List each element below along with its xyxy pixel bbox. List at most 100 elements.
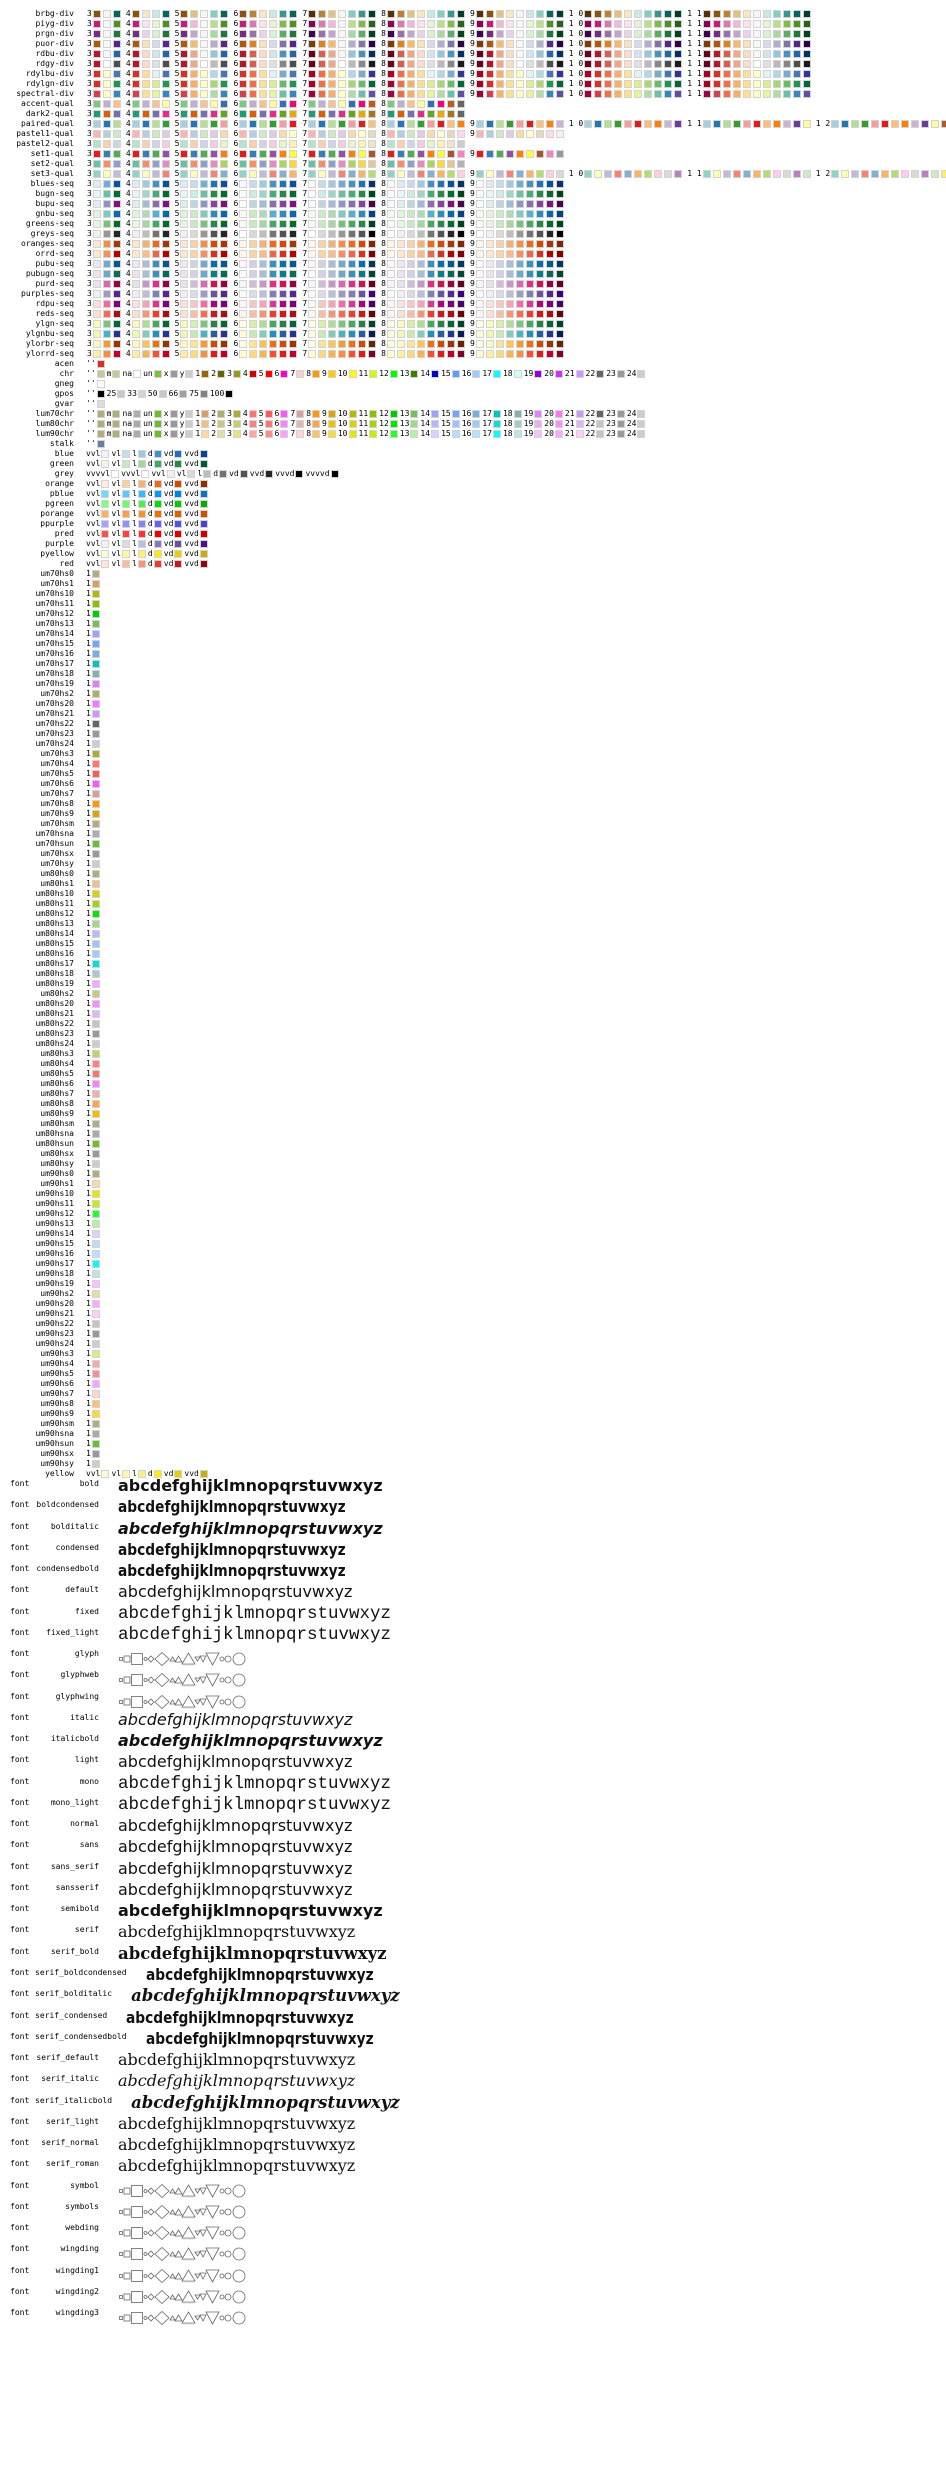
- color-swatch[interactable]: [406, 350, 415, 358]
- color-swatch[interactable]: [752, 50, 761, 58]
- color-swatch[interactable]: [200, 110, 209, 118]
- color-swatch[interactable]: [732, 120, 741, 128]
- color-swatch[interactable]: [161, 120, 170, 128]
- color-swatch[interactable]: [161, 230, 170, 238]
- color-swatch[interactable]: [594, 40, 603, 48]
- color-swatch[interactable]: [348, 280, 357, 288]
- color-swatch[interactable]: [515, 60, 524, 68]
- color-swatch[interactable]: [472, 430, 481, 438]
- color-swatch[interactable]: [210, 250, 219, 258]
- color-swatch[interactable]: [369, 410, 378, 418]
- color-swatch[interactable]: [249, 120, 258, 128]
- color-swatch[interactable]: [406, 260, 415, 268]
- color-swatch[interactable]: [151, 90, 160, 98]
- color-swatch[interactable]: [535, 350, 544, 358]
- color-swatch[interactable]: [545, 290, 554, 298]
- color-swatch[interactable]: [232, 420, 241, 428]
- color-swatch[interactable]: [436, 20, 445, 28]
- color-swatch[interactable]: [396, 220, 405, 228]
- color-swatch[interactable]: [308, 260, 317, 268]
- color-swatch[interactable]: [328, 80, 337, 88]
- color-swatch[interactable]: [102, 160, 111, 168]
- color-swatch[interactable]: [91, 730, 100, 738]
- color-swatch[interactable]: [101, 510, 110, 518]
- color-swatch[interactable]: [722, 40, 731, 48]
- color-swatch[interactable]: [475, 90, 484, 98]
- color-swatch[interactable]: [792, 170, 801, 178]
- color-swatch[interactable]: [249, 210, 258, 218]
- color-swatch[interactable]: [348, 40, 357, 48]
- color-swatch[interactable]: [396, 230, 405, 238]
- color-swatch[interactable]: [318, 170, 327, 178]
- color-swatch[interactable]: [269, 300, 278, 308]
- color-swatch[interactable]: [190, 330, 199, 338]
- color-swatch[interactable]: [485, 320, 494, 328]
- color-swatch[interactable]: [386, 240, 395, 248]
- color-swatch[interactable]: [451, 420, 460, 428]
- color-swatch[interactable]: [545, 310, 554, 318]
- color-swatch[interactable]: [239, 170, 248, 178]
- color-swatch[interactable]: [792, 50, 801, 58]
- color-swatch[interactable]: [485, 70, 494, 78]
- color-swatch[interactable]: [141, 230, 150, 238]
- color-swatch[interactable]: [131, 310, 140, 318]
- color-swatch[interactable]: [772, 70, 781, 78]
- color-swatch[interactable]: [96, 420, 105, 428]
- color-swatch[interactable]: [112, 80, 121, 88]
- color-swatch[interactable]: [386, 340, 395, 348]
- color-swatch[interactable]: [772, 170, 781, 178]
- color-swatch[interactable]: [446, 120, 455, 128]
- color-swatch[interactable]: [92, 70, 101, 78]
- color-swatch[interactable]: [190, 320, 199, 328]
- color-swatch[interactable]: [220, 60, 229, 68]
- color-swatch[interactable]: [426, 40, 435, 48]
- color-swatch[interactable]: [416, 180, 425, 188]
- color-swatch[interactable]: [416, 60, 425, 68]
- color-swatch[interactable]: [102, 270, 111, 278]
- color-swatch[interactable]: [732, 40, 741, 48]
- color-swatch[interactable]: [792, 40, 801, 48]
- color-swatch[interactable]: [91, 1150, 100, 1158]
- color-swatch[interactable]: [386, 350, 395, 358]
- color-swatch[interactable]: [239, 190, 248, 198]
- color-swatch[interactable]: [259, 260, 268, 268]
- color-swatch[interactable]: [525, 220, 534, 228]
- color-swatch[interactable]: [279, 150, 288, 158]
- color-swatch[interactable]: [545, 130, 554, 138]
- color-swatch[interactable]: [289, 170, 298, 178]
- color-swatch[interactable]: [338, 130, 347, 138]
- color-swatch[interactable]: [249, 330, 258, 338]
- color-swatch[interactable]: [772, 50, 781, 58]
- color-swatch[interactable]: [269, 270, 278, 278]
- color-swatch[interactable]: [190, 120, 199, 128]
- color-swatch[interactable]: [436, 240, 445, 248]
- color-swatch[interactable]: [161, 130, 170, 138]
- color-swatch[interactable]: [732, 80, 741, 88]
- color-swatch[interactable]: [742, 120, 751, 128]
- color-swatch[interactable]: [289, 130, 298, 138]
- color-swatch[interactable]: [554, 410, 563, 418]
- color-swatch[interactable]: [239, 180, 248, 188]
- color-swatch[interactable]: [634, 90, 643, 98]
- color-swatch[interactable]: [535, 130, 544, 138]
- color-swatch[interactable]: [96, 380, 105, 388]
- color-swatch[interactable]: [239, 150, 248, 158]
- color-swatch[interactable]: [131, 250, 140, 258]
- color-swatch[interactable]: [492, 370, 501, 378]
- color-swatch[interactable]: [153, 520, 162, 528]
- color-swatch[interactable]: [348, 180, 357, 188]
- color-swatch[interactable]: [495, 330, 504, 338]
- color-swatch[interactable]: [492, 430, 501, 438]
- color-swatch[interactable]: [475, 300, 484, 308]
- color-swatch[interactable]: [328, 30, 337, 38]
- color-swatch[interactable]: [338, 70, 347, 78]
- color-swatch[interactable]: [239, 320, 248, 328]
- color-swatch[interactable]: [318, 40, 327, 48]
- color-swatch[interactable]: [151, 220, 160, 228]
- color-swatch[interactable]: [495, 60, 504, 68]
- color-swatch[interactable]: [368, 200, 377, 208]
- color-swatch[interactable]: [722, 20, 731, 28]
- color-swatch[interactable]: [92, 300, 101, 308]
- color-swatch[interactable]: [436, 290, 445, 298]
- color-swatch[interactable]: [634, 50, 643, 58]
